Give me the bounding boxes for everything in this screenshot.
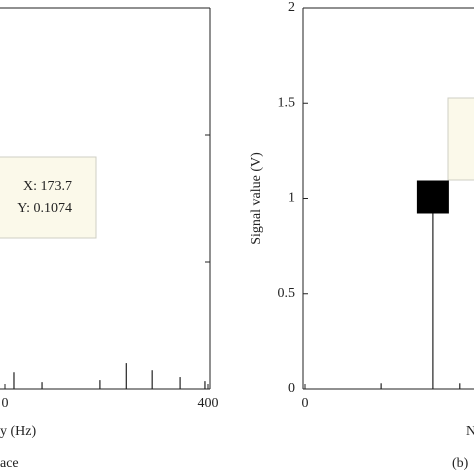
x-axis-label: y (Hz) [0,424,36,439]
x-tick-label: 0 [302,396,309,411]
caption: (b) [452,456,469,471]
x-tick-label: 400 [198,396,219,411]
x-axis-label: N [466,424,474,439]
y-tick-label: 0 [288,381,295,396]
y-axis-label: Signal value (V) [249,152,264,245]
datatip-y: Y: 0.1074 [17,201,72,216]
x-tick-label: 0 [2,396,9,411]
y-tick-label: 1.5 [278,95,296,110]
y-tick-label: 1 [288,191,295,206]
datatip-x: X: 173.7 [23,179,72,194]
y-tick-label: 0.5 [278,286,296,301]
datatip-box [0,156,97,239]
y-tick-label: 2 [288,0,295,15]
caption: ace [0,456,19,471]
datatip-marker [416,180,449,214]
datatip-box [447,97,474,181]
